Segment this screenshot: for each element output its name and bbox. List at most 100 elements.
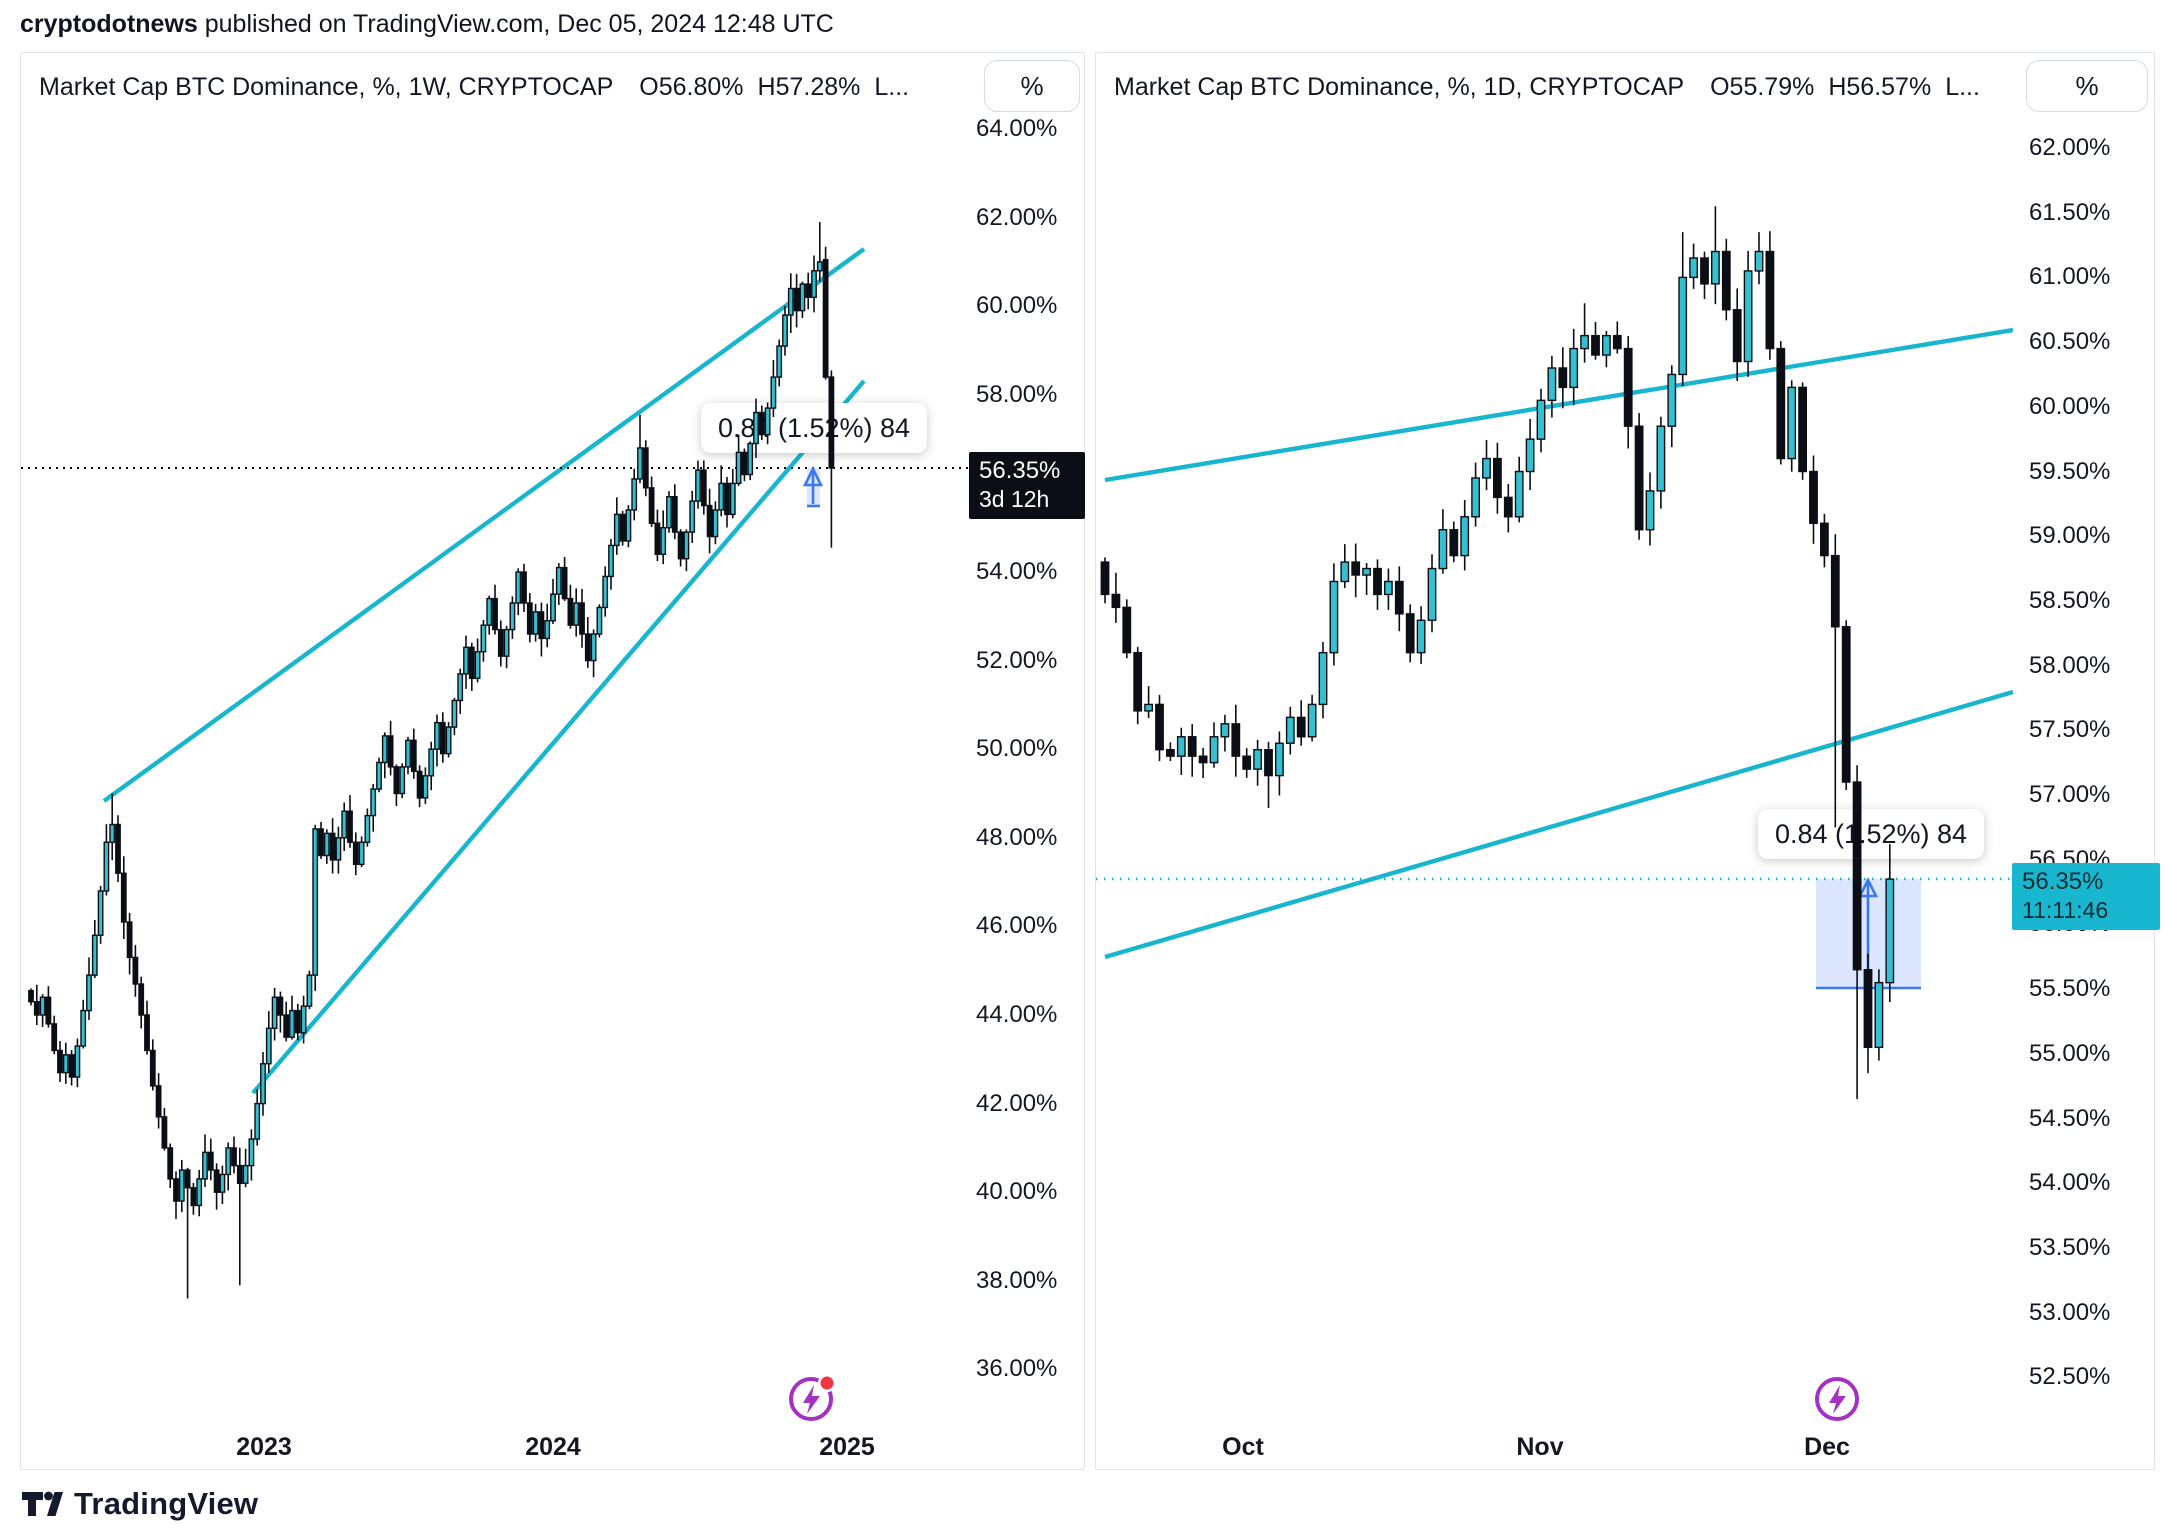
- boost-flash-icon[interactable]: [781, 1367, 845, 1436]
- candle-up: [248, 1138, 255, 1167]
- candle-down: [347, 810, 353, 843]
- candle-down: [1493, 457, 1502, 499]
- candle-up: [590, 633, 597, 662]
- trend-line[interactable]: [102, 247, 866, 803]
- candle-down: [1830, 554, 1840, 628]
- candle-down: [497, 628, 504, 657]
- candle-down: [1809, 470, 1818, 524]
- candle-up: [1874, 981, 1884, 1049]
- candle-up: [1482, 457, 1491, 479]
- publish-header: cryptodotnews published on TradingView.c…: [20, 10, 834, 39]
- time-tick-label: 2025: [819, 1433, 875, 1461]
- candle-down: [184, 1169, 191, 1189]
- candle-down: [161, 1116, 168, 1149]
- candle-down: [1798, 386, 1808, 473]
- tradingview-mark-icon: [22, 1491, 63, 1516]
- candle-up: [300, 1005, 307, 1034]
- candle-down: [538, 611, 545, 640]
- candle-up: [1285, 716, 1295, 744]
- price-tick-label: 59.50%: [2029, 457, 2111, 485]
- price-tick-label: 57.00%: [2029, 781, 2111, 808]
- candle-up: [39, 996, 46, 1016]
- candle-down: [45, 996, 52, 1025]
- candle-down: [468, 646, 475, 680]
- candle-up: [202, 1151, 208, 1180]
- candle-down: [1296, 716, 1306, 738]
- candle-up: [260, 1063, 266, 1105]
- candle-up: [1536, 399, 1546, 440]
- candle-up: [445, 726, 452, 755]
- chart-panel-weekly: Market Cap BTC Dominance, %, 1W, CRYPTOC…: [20, 52, 1085, 1470]
- candle-up: [602, 575, 609, 609]
- price-tick-label: 46.00%: [976, 912, 1058, 940]
- candle-up: [509, 602, 516, 631]
- tradingview-logo[interactable]: TradingView: [22, 1486, 258, 1522]
- candle-down: [1405, 613, 1415, 654]
- price-tick-label: 36.00%: [976, 1355, 1058, 1383]
- candle-up: [1340, 561, 1350, 583]
- candle-down: [567, 597, 574, 626]
- time-tick-label: Oct: [1222, 1433, 1264, 1461]
- time-tick-label: 2024: [525, 1433, 581, 1461]
- candle-up: [1514, 470, 1524, 518]
- candle-down: [144, 1014, 150, 1052]
- candle-up: [1743, 270, 1753, 363]
- candle-down: [236, 1164, 243, 1185]
- candle-down: [68, 1054, 75, 1078]
- candle-up: [695, 469, 701, 502]
- price-scale-unit-button[interactable]: %: [2026, 60, 2148, 112]
- candle-up: [399, 766, 406, 795]
- candle-down: [1591, 334, 1600, 356]
- candle-up: [753, 411, 759, 445]
- candle-up: [1547, 367, 1557, 402]
- trend-line[interactable]: [1104, 689, 2013, 960]
- candle-up: [364, 814, 371, 843]
- boost-flash-icon[interactable]: [1807, 1367, 1871, 1436]
- candle-down: [671, 495, 678, 533]
- candle-up: [480, 624, 487, 653]
- candle-up: [1253, 749, 1262, 770]
- price-tick-label: 62.00%: [2029, 134, 2111, 161]
- candle-down: [706, 504, 713, 538]
- candle-up: [776, 345, 783, 378]
- price-tick-label: 40.00%: [976, 1178, 1058, 1206]
- candle-up: [381, 735, 388, 764]
- candle-down: [1449, 529, 1459, 557]
- candle-down: [155, 1085, 162, 1118]
- candle-up: [550, 593, 556, 622]
- candle-up: [532, 611, 539, 635]
- candle-down: [584, 633, 591, 662]
- price-scale-unit-button[interactable]: %: [984, 60, 1080, 112]
- candle-down: [190, 1187, 197, 1207]
- candle-down: [28, 989, 34, 1003]
- candle-down: [741, 451, 748, 476]
- candle-up: [74, 1045, 81, 1078]
- candle-up: [1329, 580, 1339, 654]
- candle-up: [1307, 703, 1317, 738]
- candle-up: [1209, 736, 1219, 764]
- candle-down: [793, 287, 800, 312]
- candle-up: [86, 974, 92, 1012]
- candle-up: [323, 832, 330, 857]
- candle-up: [1580, 334, 1589, 350]
- price-tick-label: 59.00%: [2029, 522, 2111, 550]
- candles-layer: [1100, 206, 1895, 1100]
- time-tick-label: Dec: [1804, 1433, 1850, 1461]
- candle-up: [265, 1027, 272, 1065]
- price-tick-label: 55.00%: [2029, 1039, 2111, 1067]
- candle-up: [1754, 250, 1764, 272]
- candle-up: [544, 620, 551, 640]
- bar-countdown: 3d 12h: [979, 486, 1050, 512]
- candle-down: [33, 1001, 40, 1016]
- trend-line[interactable]: [251, 379, 866, 1095]
- candle-down: [521, 571, 527, 604]
- candle-up: [178, 1169, 185, 1202]
- candle-down: [132, 956, 139, 985]
- candle-down: [138, 983, 145, 1016]
- candle-up: [1362, 567, 1371, 576]
- flash-circle-icon: [789, 1374, 836, 1421]
- candle-up: [103, 841, 110, 892]
- candle-up: [312, 828, 319, 976]
- trend-line[interactable]: [1104, 327, 2013, 483]
- candle-up: [573, 602, 580, 626]
